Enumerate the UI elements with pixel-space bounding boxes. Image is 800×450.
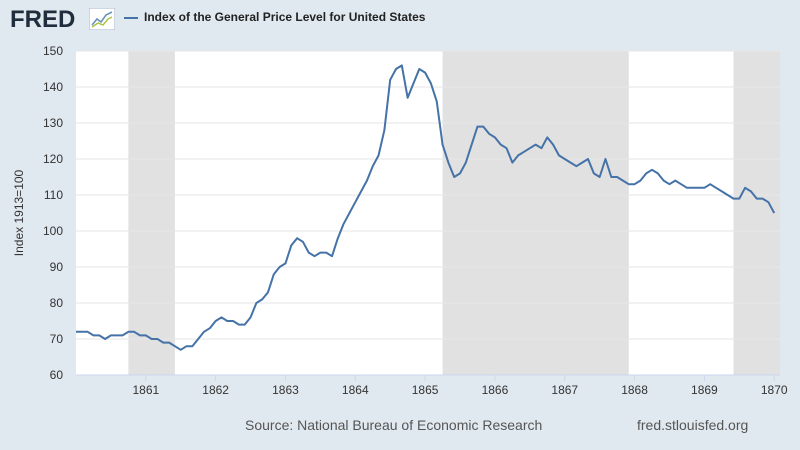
fred-url-link[interactable]: fred.stlouisfed.org [637, 417, 749, 433]
recession-shading [128, 51, 780, 375]
x-tick-label: 1867 [551, 383, 578, 397]
fred-logo[interactable]: FRED [10, 6, 76, 33]
x-tick-label: 1868 [621, 383, 648, 397]
x-tick-label: 1870 [761, 383, 788, 397]
x-tick-label: 1865 [412, 383, 439, 397]
x-tick-label: 1866 [482, 383, 509, 397]
x-axis-ticks: 1861 1862 1863 1864 1865 1866 1867 1868 1869 1870 [76, 374, 788, 397]
y-tick-label: 80 [50, 296, 64, 310]
y-tick-label: 120 [43, 152, 63, 166]
y-tick-label: 100 [43, 224, 63, 238]
source-text[interactable]: Source: National Bureau of Economic Rese… [245, 417, 543, 433]
y-axis-label: Index 1913=100 [12, 169, 26, 256]
x-tick-label: 1864 [342, 383, 369, 397]
y-tick-label: 110 [44, 188, 63, 202]
y-tick-label: 130 [43, 116, 63, 130]
y-tick-label: 60 [50, 368, 64, 382]
header: FRED Index of the General Price Level fo… [0, 0, 800, 40]
recession-band-2 [442, 51, 629, 375]
legend-label[interactable]: Index of the General Price Level for Uni… [144, 10, 426, 24]
plot-area [76, 51, 780, 375]
y-tick-label: 70 [50, 332, 64, 346]
x-tick-label: 1863 [272, 383, 299, 397]
y-tick-label: 140 [43, 80, 63, 94]
y-tick-label: 150 [43, 44, 63, 58]
x-tick-label: 1861 [132, 383, 159, 397]
trend-line-icon [89, 8, 115, 30]
recession-band-1 [128, 51, 175, 375]
series-line[interactable] [76, 64, 776, 351]
y-tick-label: 90 [50, 260, 64, 274]
x-tick-label: 1862 [202, 383, 229, 397]
legend-swatch [124, 17, 138, 19]
x-tick-label: 1869 [691, 383, 718, 397]
y-axis-ticks: 60 70 80 90 100 110 120 130 140 150 [43, 44, 63, 382]
recession-band-3 [733, 51, 780, 375]
